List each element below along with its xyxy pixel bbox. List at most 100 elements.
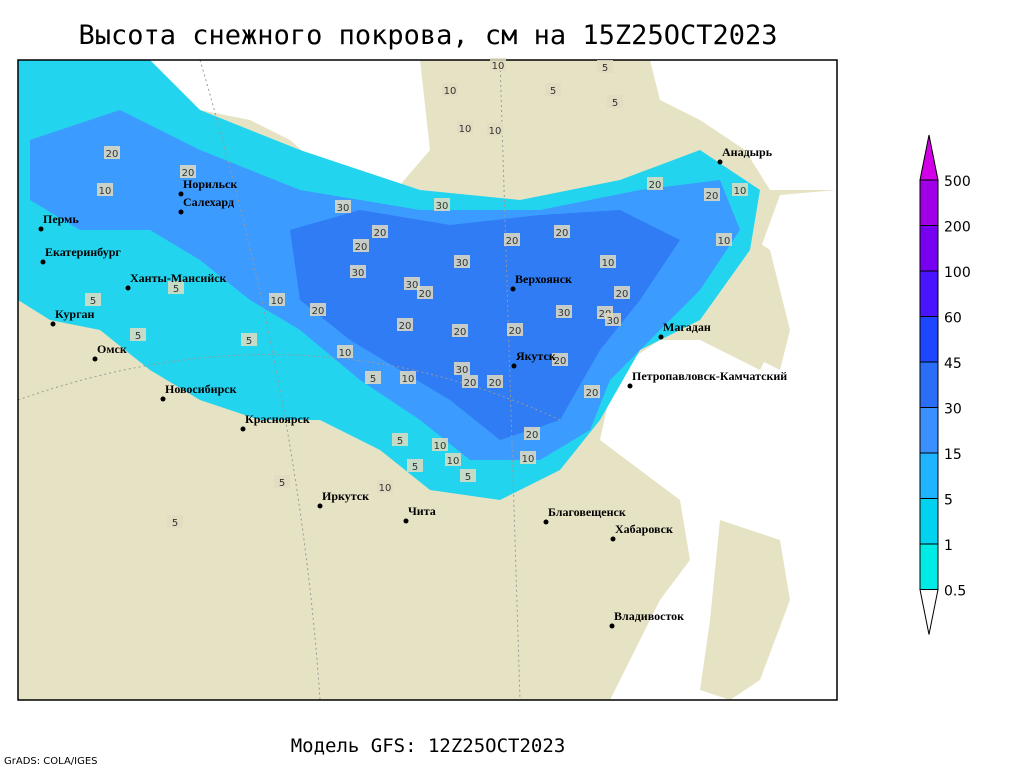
contour-label-box	[716, 233, 732, 246]
contour-label: 20	[454, 327, 467, 338]
contour-label-box	[310, 303, 326, 316]
city-dot	[125, 285, 131, 291]
contour-label: 20	[649, 180, 662, 191]
contour-label-box	[487, 375, 503, 388]
contour-label-box	[460, 469, 476, 482]
arctic-ocean	[150, 60, 430, 185]
contour-label-box	[274, 475, 290, 488]
footer-model: Модель GFS: 12Z25OCT2023	[291, 735, 566, 757]
colorbar-segment	[919, 498, 939, 545]
colorbar-label: 15	[944, 447, 962, 463]
colorbar-segment	[919, 452, 939, 499]
contour-label: 10	[402, 374, 415, 385]
ocean	[650, 60, 837, 190]
city-dot	[717, 159, 723, 165]
contour-label: 30	[456, 365, 469, 376]
city-label: Пермь	[43, 212, 79, 226]
contour-label-box	[454, 362, 470, 375]
contour-label: 10	[271, 296, 284, 307]
city-label: Якутск	[516, 349, 556, 363]
city-dot	[511, 363, 517, 369]
colorbar-top	[919, 134, 939, 181]
city-dot	[609, 623, 615, 629]
city-dot	[510, 286, 516, 292]
city-label: Анадырь	[722, 145, 773, 159]
contour-label: 20	[526, 430, 539, 441]
colorbar-label: 100	[944, 265, 971, 281]
city-dot	[658, 334, 664, 340]
contour-label-box	[350, 265, 366, 278]
contour-label: 5	[172, 518, 178, 529]
contour-label-box	[432, 438, 448, 451]
contour-label: 5	[370, 374, 376, 385]
contour-label-box	[337, 345, 353, 358]
contour-label-box	[407, 459, 423, 472]
colorbar-label: 200	[944, 220, 971, 236]
contour-label: 30	[337, 203, 350, 214]
contour-label-box	[353, 239, 369, 252]
contour-label: 20	[616, 289, 629, 300]
contour-label: 20	[554, 356, 567, 367]
contour-label: 10	[99, 186, 112, 197]
city-dot	[178, 209, 184, 215]
city-label: Магадан	[663, 320, 711, 334]
contour-label-box	[452, 324, 468, 337]
city-dot	[160, 396, 166, 402]
contour-label-box	[85, 293, 101, 306]
contour-label-box	[504, 233, 520, 246]
city-label: Петропавловск-Камчатский	[632, 369, 787, 383]
colorbar-segment	[919, 361, 939, 408]
contour-label-box	[597, 60, 613, 73]
city-dot	[38, 226, 44, 232]
contour-label-box	[180, 165, 196, 178]
contour-label-box	[490, 58, 506, 71]
city-label: Курган	[55, 307, 95, 321]
colorbar-label: 60	[944, 311, 962, 327]
credit: GrADS: COLA/IGES	[4, 756, 98, 767]
colorbar-label: 5	[944, 493, 953, 509]
contour-label-box	[520, 451, 536, 464]
contour-label: 20	[464, 378, 477, 389]
city-label: Благовещенск	[548, 505, 626, 519]
colorbar-label: 1	[944, 538, 953, 554]
contour-label: 20	[706, 191, 719, 202]
contour-label-box	[335, 200, 351, 213]
city-dot	[627, 383, 633, 389]
contour-label: 20	[586, 388, 599, 399]
map-frame	[17, 59, 838, 701]
contour-label: 5	[246, 336, 252, 347]
contour-label: 30	[406, 280, 419, 291]
contour-label-box	[417, 286, 433, 299]
contour-label-box	[605, 313, 621, 326]
city-label: Иркутск	[322, 489, 369, 503]
colorbar-segment	[919, 270, 939, 317]
contour-label-box	[647, 177, 663, 190]
city-dot	[50, 321, 56, 327]
contour-label-box	[434, 198, 450, 211]
contour-label: 20	[419, 289, 432, 300]
contour-label: 5	[602, 63, 608, 74]
contour-label: 30	[558, 308, 571, 319]
contour-label: 5	[465, 472, 471, 483]
colorbar-segment	[919, 543, 939, 590]
contour-label-box	[445, 453, 461, 466]
contour-label-box	[404, 277, 420, 290]
contour-label: 10	[718, 236, 731, 247]
contour-label: 5	[279, 478, 285, 489]
contour-label: 20	[182, 168, 195, 179]
city-label: Хабаровск	[615, 522, 673, 536]
contour-label: 10	[522, 454, 535, 465]
contour-label-box	[365, 371, 381, 384]
city-label: Новосибирск	[165, 382, 237, 396]
city-dot	[403, 518, 409, 524]
contour-label-box	[400, 371, 416, 384]
contour-label-box	[454, 255, 470, 268]
city-dot	[610, 536, 616, 542]
contour-label: 5	[612, 98, 618, 109]
contour-label: 10	[379, 483, 392, 494]
contour-label: 10	[444, 86, 457, 97]
contour-label: 5	[135, 331, 141, 342]
